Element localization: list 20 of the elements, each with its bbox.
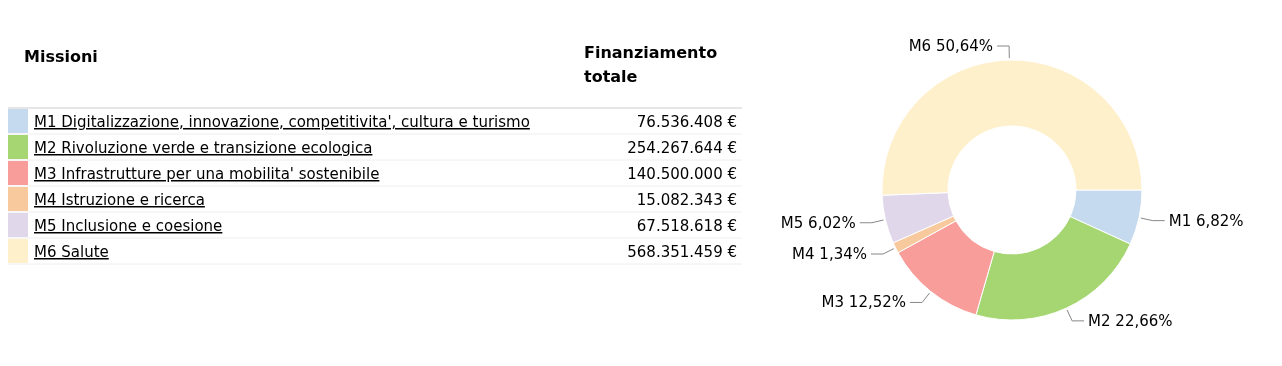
- data-label: 140.500.000 €: [627, 165, 737, 183]
- text: M4 1,34%: [792, 245, 868, 264]
- text: M5 6,02%: [780, 213, 856, 232]
- data-label: 568.351.459 €: [627, 243, 737, 261]
- text: M2 22,66%: [1088, 311, 1173, 330]
- legend-label: M6 Salute: [34, 243, 109, 261]
- data-label: 254.267.644 €: [627, 139, 737, 157]
- data-label: 76.536.408 €: [636, 113, 737, 131]
- text: M6 50,64%: [908, 37, 994, 56]
- legend-label: M5 Inclusione e coesione: [34, 217, 223, 235]
- legend-title: Missioni: [24, 47, 98, 66]
- text: M3 12,52%: [821, 293, 907, 312]
- legend-label: M4 Istruzione e ricerca: [34, 191, 205, 209]
- data-label: 67.518.618 €: [636, 217, 737, 235]
- text: M1 6,82%: [1168, 211, 1244, 230]
- legend-label: M3 Infrastrutture per una mobilita' sostenibile: [34, 165, 380, 183]
- legend-label: M1 Digitalizzazione, innovazione, competitivita', cultura e turismo: [34, 113, 530, 131]
- legend-label: M2 Rivoluzione verde e transizione ecologica: [34, 139, 373, 157]
- data-label: 15.082.343 €: [636, 191, 737, 209]
- text: Finanziamento totale: [584, 43, 718, 86]
